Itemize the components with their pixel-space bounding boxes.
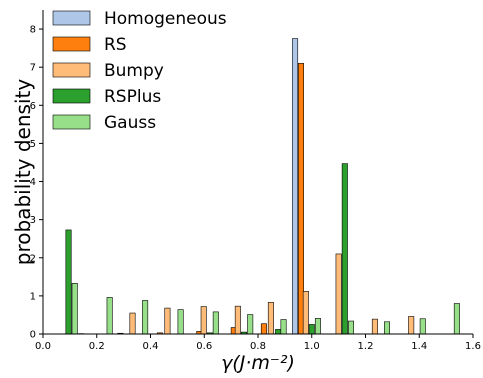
legend-label-rs: RS (104, 35, 127, 55)
bar-bumpy-7 (371, 318, 378, 335)
bar-rs-5 (260, 323, 267, 335)
x-tick-label: 1.0 (304, 341, 320, 352)
x-tick-label: 0.2 (89, 341, 105, 352)
bar-bumpy-3 (234, 305, 241, 335)
x-tick-label: 1.4 (411, 341, 427, 352)
x-tick-label: 1.2 (358, 341, 374, 352)
y-tick-label: 1 (30, 291, 36, 302)
bar-bumpy-5 (302, 291, 309, 335)
legend-swatch-homogeneous (52, 10, 91, 26)
bar-gauss-1 (106, 297, 113, 335)
bar-gauss-11 (453, 303, 460, 335)
bar-bumpy-8 (408, 316, 415, 335)
legend-swatch-gauss (52, 114, 91, 130)
x-tick-label: 0.8 (250, 341, 266, 352)
bar-gauss-2 (142, 300, 149, 335)
bar-gauss-4 (212, 311, 219, 335)
bar-layer (65, 38, 460, 335)
bar-gauss-9 (384, 321, 390, 335)
x-tick-label: 0.0 (35, 341, 51, 352)
y-tick-label: 8 (30, 25, 36, 36)
bar-gauss-8 (347, 320, 354, 335)
y-tick-layer: 0 1 2 3 4 5 6 7 8 (30, 25, 43, 341)
bar-homogeneous-0 (292, 38, 299, 335)
x-axis-title: γ(J·m⁻²) (221, 352, 295, 374)
legend-swatch-rsplus (52, 88, 91, 104)
bar-bumpy-6 (335, 253, 342, 335)
y-tick-label: 5 (30, 139, 36, 150)
y-tick-label: 3 (30, 215, 36, 226)
bar-gauss-3 (177, 309, 184, 335)
bar-gauss-5 (247, 314, 254, 335)
bar-bumpy-4 (267, 302, 274, 335)
bar-bumpy-1 (164, 307, 171, 335)
bar-gauss-7 (314, 318, 321, 335)
bar-gauss-0 (71, 282, 78, 335)
y-tick-label: 2 (30, 253, 36, 264)
bar-rsplus-5 (341, 163, 348, 335)
legend-label-rsplus: RSPlus (104, 87, 161, 107)
y-tick-label: 0 (30, 330, 36, 341)
legend-label-gauss: Gauss (104, 113, 156, 133)
legend: Homogeneous RS Bumpy RSPlus Gauss (52, 9, 227, 133)
legend-label-bumpy: Bumpy (104, 61, 164, 81)
legend-label-homogeneous: Homogeneous (104, 9, 227, 29)
bar-bumpy-2 (200, 306, 207, 335)
x-tick-label: 1.6 (465, 341, 481, 352)
y-tick-label: 6 (30, 101, 36, 112)
bar-bumpy-0 (129, 312, 136, 335)
y-tick-label: 4 (30, 177, 36, 188)
x-tick-label: 0.4 (143, 341, 159, 352)
x-tick-label: 0.6 (196, 341, 212, 352)
bar-rsplus-4 (308, 324, 315, 335)
bar-rsplus-0 (65, 229, 72, 335)
x-tick-layer: 0.0 0.2 0.4 0.6 0.8 1.0 1.2 1.4 1.6 (35, 334, 481, 352)
y-tick-label: 7 (30, 63, 36, 74)
bar-rsplus-3 (275, 329, 282, 335)
legend-swatch-rs (52, 36, 91, 52)
bar-gauss-6 (280, 319, 287, 335)
bar-gauss-10 (419, 318, 426, 335)
legend-swatch-bumpy (52, 62, 91, 78)
y-axis-title: probability density (11, 79, 35, 266)
